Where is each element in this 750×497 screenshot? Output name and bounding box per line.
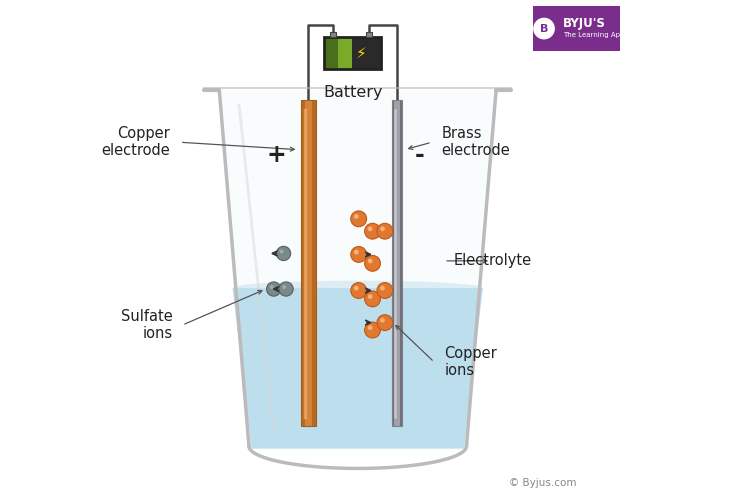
Bar bbox=[324, 37, 338, 70]
Circle shape bbox=[354, 214, 358, 219]
Polygon shape bbox=[232, 288, 483, 449]
Text: Sulfate
ions: Sulfate ions bbox=[121, 309, 172, 341]
Text: Copper
electrode: Copper electrode bbox=[101, 126, 170, 159]
Text: Battery: Battery bbox=[323, 85, 382, 100]
Text: Electrolyte: Electrolyte bbox=[454, 253, 532, 268]
Text: The Learning App: The Learning App bbox=[562, 32, 624, 38]
Text: Copper
ions: Copper ions bbox=[444, 346, 497, 378]
Circle shape bbox=[364, 322, 380, 338]
Circle shape bbox=[368, 326, 373, 330]
Bar bbox=[392, 100, 394, 426]
Circle shape bbox=[280, 249, 284, 253]
Circle shape bbox=[364, 255, 380, 271]
Polygon shape bbox=[219, 90, 496, 446]
Circle shape bbox=[380, 227, 385, 231]
Circle shape bbox=[354, 249, 358, 254]
Bar bbox=[352, 37, 381, 70]
Circle shape bbox=[377, 283, 393, 298]
Circle shape bbox=[380, 318, 385, 323]
Circle shape bbox=[364, 223, 380, 239]
Circle shape bbox=[380, 286, 385, 291]
Text: BYJU'S: BYJU'S bbox=[562, 17, 606, 30]
Bar bbox=[312, 100, 316, 426]
Bar bbox=[400, 100, 402, 426]
Circle shape bbox=[533, 18, 555, 39]
Ellipse shape bbox=[232, 281, 483, 295]
Bar bbox=[301, 100, 304, 426]
Circle shape bbox=[277, 247, 291, 260]
Circle shape bbox=[368, 227, 373, 231]
Bar bbox=[324, 37, 381, 70]
Circle shape bbox=[282, 285, 286, 289]
Circle shape bbox=[266, 282, 280, 296]
Circle shape bbox=[368, 294, 373, 299]
Text: ⚡: ⚡ bbox=[356, 46, 367, 61]
Text: +: + bbox=[266, 143, 286, 166]
Bar bbox=[533, 6, 620, 51]
Circle shape bbox=[279, 282, 293, 296]
Text: -: - bbox=[415, 143, 424, 166]
Circle shape bbox=[377, 315, 393, 331]
Bar bbox=[394, 100, 400, 426]
Bar bbox=[330, 32, 336, 37]
Circle shape bbox=[270, 285, 274, 289]
Bar bbox=[366, 32, 372, 37]
Text: Brass
electrode: Brass electrode bbox=[442, 126, 511, 159]
Circle shape bbox=[377, 223, 393, 239]
Bar bbox=[304, 100, 312, 426]
Bar bbox=[338, 37, 352, 70]
Circle shape bbox=[351, 247, 367, 262]
Bar bbox=[301, 100, 316, 426]
Circle shape bbox=[368, 258, 373, 263]
Circle shape bbox=[364, 291, 380, 307]
Text: © Byjus.com: © Byjus.com bbox=[509, 478, 577, 488]
Bar bbox=[392, 100, 402, 426]
Circle shape bbox=[351, 211, 367, 227]
Circle shape bbox=[351, 283, 367, 298]
Text: B: B bbox=[540, 23, 548, 34]
Circle shape bbox=[354, 286, 358, 291]
